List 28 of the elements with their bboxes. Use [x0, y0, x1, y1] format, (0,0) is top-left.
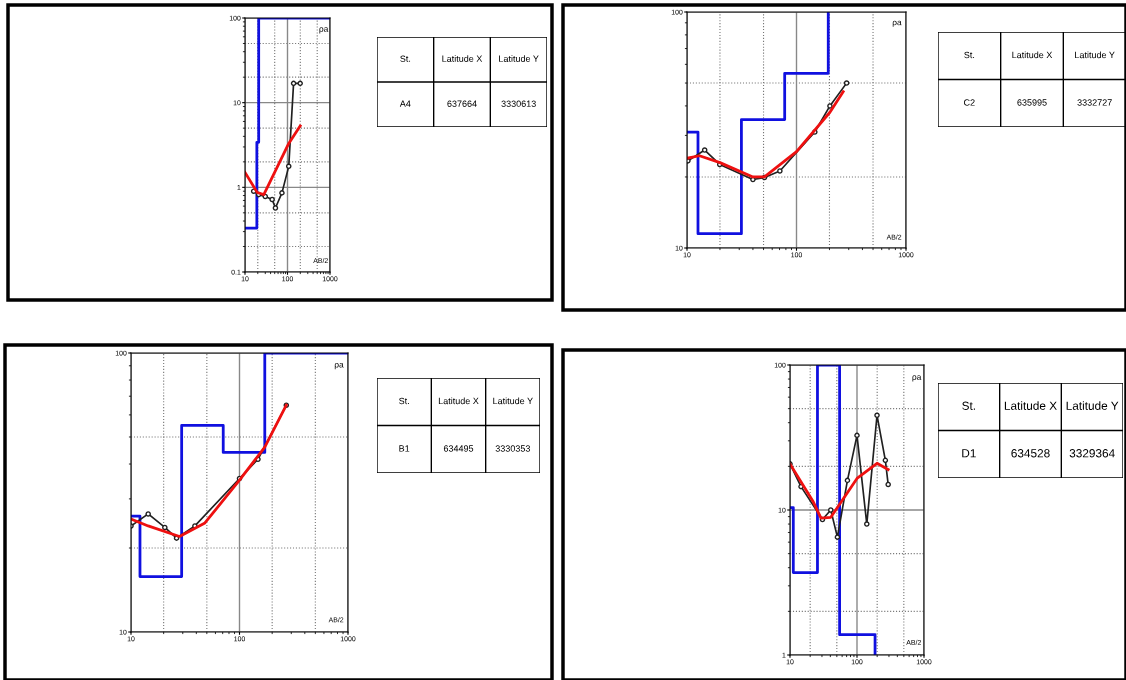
text: D1: [962, 449, 976, 458]
text: B1: [399, 445, 410, 452]
text: 3329364: [1069, 449, 1115, 458]
text: 3330613: [501, 100, 536, 107]
text: St.: [962, 401, 975, 410]
text: St.: [964, 51, 975, 59]
y-axis-title: ρa: [892, 20, 902, 27]
text: Latitude X: [438, 397, 479, 405]
text: 635995: [1017, 99, 1047, 106]
text: C2: [964, 99, 975, 106]
text: St.: [399, 397, 409, 405]
text: 637664: [447, 100, 477, 107]
text: 634495: [443, 445, 474, 452]
text: Latitude X: [1012, 51, 1053, 59]
text: 634528: [1011, 449, 1050, 458]
text: Latitude Y: [1075, 51, 1115, 59]
text: Latitude Y: [499, 55, 539, 62]
text: A4: [399, 100, 411, 107]
y-axis-title: ρa: [912, 375, 922, 382]
text: 3332727: [1077, 99, 1112, 106]
text: Latitude X: [1004, 401, 1057, 410]
y-axis-title: ρa: [334, 362, 344, 370]
text: Latitude Y: [1066, 401, 1119, 410]
text: 3330353: [495, 445, 531, 452]
text: Latitude Y: [493, 397, 533, 405]
text: Latitude X: [442, 55, 483, 62]
y-axis-title: ρa: [319, 27, 329, 34]
text: St.: [400, 55, 411, 62]
